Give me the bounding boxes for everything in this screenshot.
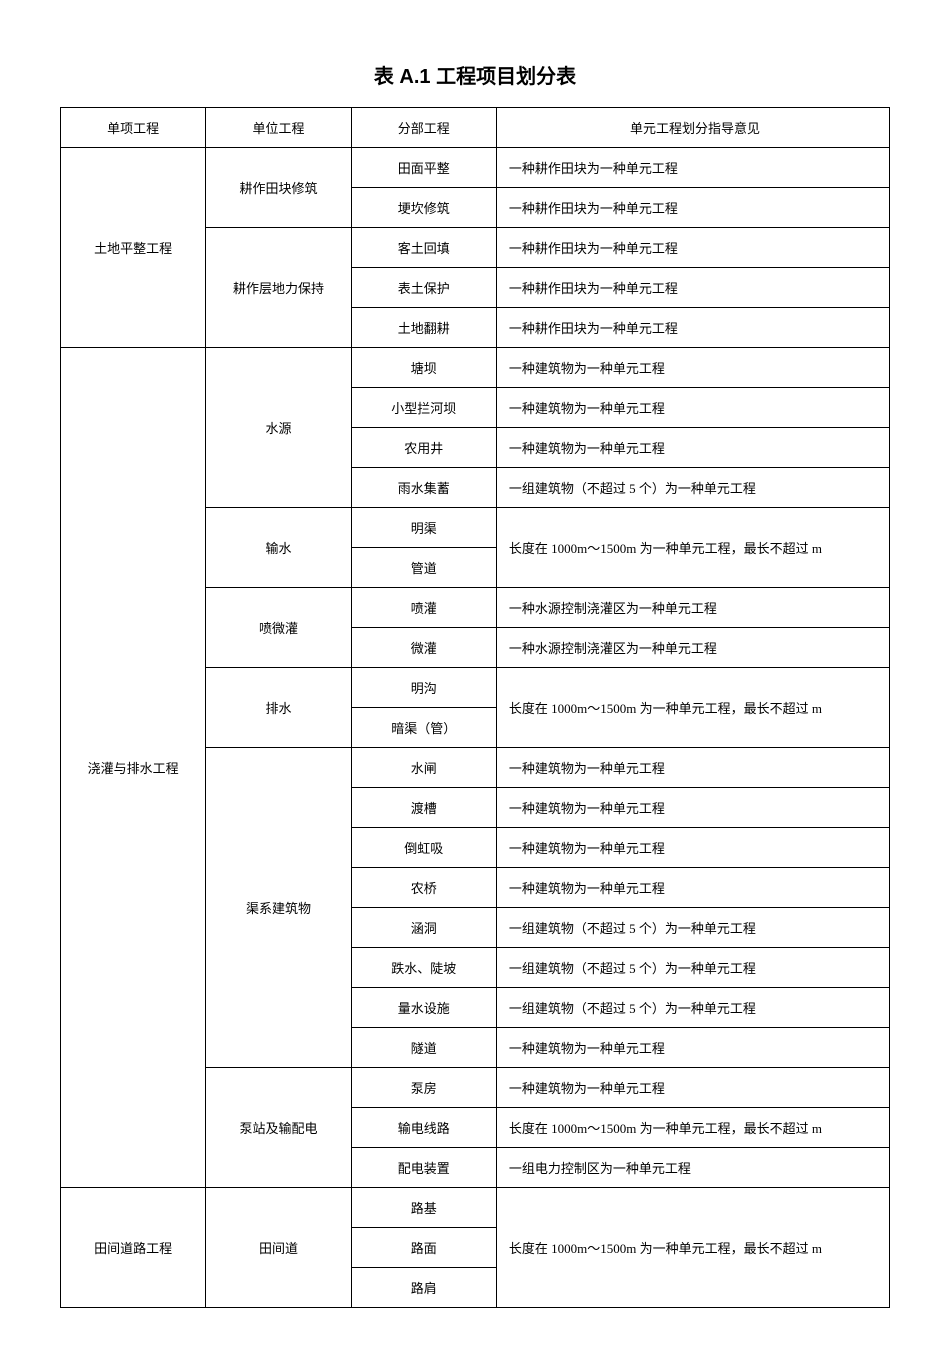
- cell-sub-project: 涵洞: [351, 908, 496, 948]
- header-col4: 单元工程划分指导意见: [496, 108, 889, 148]
- cell-sub-project: 隧道: [351, 1028, 496, 1068]
- cell-unit-project: 田间道: [206, 1188, 351, 1308]
- header-col3: 分部工程: [351, 108, 496, 148]
- cell-guidance: 一种耕作田块为一种单元工程: [496, 268, 889, 308]
- cell-sub-project: 田面平整: [351, 148, 496, 188]
- cell-guidance: 一种建筑物为一种单元工程: [496, 828, 889, 868]
- cell-unit-project: 喷微灌: [206, 588, 351, 668]
- cell-guidance: 长度在 1000m～1500m 为一种单元工程，最长不超过 m: [496, 508, 889, 588]
- header-col1: 单项工程: [61, 108, 206, 148]
- project-division-table: 单项工程 单位工程 分部工程 单元工程划分指导意见 土地平整工程耕作田块修筑田面…: [60, 107, 890, 1308]
- cell-guidance: 长度在 1000m～1500m 为一种单元工程，最长不超过 m: [496, 1108, 889, 1148]
- cell-guidance: 一种水源控制浇灌区为一种单元工程: [496, 588, 889, 628]
- cell-sub-project: 暗渠（管）: [351, 708, 496, 748]
- cell-guidance: 一组电力控制区为一种单元工程: [496, 1148, 889, 1188]
- cell-unit-project: 水源: [206, 348, 351, 508]
- cell-guidance: 一组建筑物（不超过 5 个）为一种单元工程: [496, 468, 889, 508]
- table-header-row: 单项工程 单位工程 分部工程 单元工程划分指导意见: [61, 108, 890, 148]
- cell-sub-project: 渡槽: [351, 788, 496, 828]
- cell-sub-project: 表土保护: [351, 268, 496, 308]
- cell-unit-project: 排水: [206, 668, 351, 748]
- cell-single-project: 浇灌与排水工程: [61, 348, 206, 1188]
- cell-sub-project: 土地翻耕: [351, 308, 496, 348]
- cell-sub-project: 微灌: [351, 628, 496, 668]
- cell-single-project: 土地平整工程: [61, 148, 206, 348]
- cell-sub-project: 配电装置: [351, 1148, 496, 1188]
- cell-guidance: 一组建筑物（不超过 5 个）为一种单元工程: [496, 948, 889, 988]
- cell-guidance: 长度在 1000m～1500m 为一种单元工程，最长不超过 m: [496, 668, 889, 748]
- cell-guidance: 一种建筑物为一种单元工程: [496, 428, 889, 468]
- cell-guidance: 一组建筑物（不超过 5 个）为一种单元工程: [496, 908, 889, 948]
- cell-sub-project: 喷灌: [351, 588, 496, 628]
- cell-unit-project: 渠系建筑物: [206, 748, 351, 1068]
- cell-sub-project: 塘坝: [351, 348, 496, 388]
- cell-sub-project: 管道: [351, 548, 496, 588]
- cell-guidance: 一种建筑物为一种单元工程: [496, 1068, 889, 1108]
- cell-unit-project: 耕作田块修筑: [206, 148, 351, 228]
- cell-sub-project: 农用井: [351, 428, 496, 468]
- table-row: 田间道路工程田间道路基长度在 1000m～1500m 为一种单元工程，最长不超过…: [61, 1188, 890, 1228]
- cell-guidance: 一种耕作田块为一种单元工程: [496, 228, 889, 268]
- cell-unit-project: 泵站及输配电: [206, 1068, 351, 1188]
- cell-sub-project: 水闸: [351, 748, 496, 788]
- cell-unit-project: 输水: [206, 508, 351, 588]
- cell-guidance: 一种水源控制浇灌区为一种单元工程: [496, 628, 889, 668]
- cell-guidance: 一种建筑物为一种单元工程: [496, 868, 889, 908]
- cell-guidance: 一种建筑物为一种单元工程: [496, 348, 889, 388]
- cell-sub-project: 路肩: [351, 1268, 496, 1308]
- cell-sub-project: 明渠: [351, 508, 496, 548]
- cell-guidance: 一种建筑物为一种单元工程: [496, 788, 889, 828]
- cell-sub-project: 泵房: [351, 1068, 496, 1108]
- cell-sub-project: 雨水集蓄: [351, 468, 496, 508]
- cell-guidance: 一种耕作田块为一种单元工程: [496, 148, 889, 188]
- cell-sub-project: 路面: [351, 1228, 496, 1268]
- cell-sub-project: 倒虹吸: [351, 828, 496, 868]
- cell-guidance: 一种建筑物为一种单元工程: [496, 748, 889, 788]
- table-row: 土地平整工程耕作田块修筑田面平整一种耕作田块为一种单元工程: [61, 148, 890, 188]
- table-body: 土地平整工程耕作田块修筑田面平整一种耕作田块为一种单元工程埂坎修筑一种耕作田块为…: [61, 148, 890, 1308]
- cell-guidance: 一种建筑物为一种单元工程: [496, 388, 889, 428]
- cell-sub-project: 小型拦河坝: [351, 388, 496, 428]
- cell-sub-project: 明沟: [351, 668, 496, 708]
- cell-sub-project: 农桥: [351, 868, 496, 908]
- cell-guidance: 一种耕作田块为一种单元工程: [496, 188, 889, 228]
- cell-sub-project: 路基: [351, 1188, 496, 1228]
- cell-sub-project: 客土回填: [351, 228, 496, 268]
- cell-guidance: 一种耕作田块为一种单元工程: [496, 308, 889, 348]
- cell-single-project: 田间道路工程: [61, 1188, 206, 1308]
- cell-sub-project: 输电线路: [351, 1108, 496, 1148]
- page-title: 表 A.1 工程项目划分表: [60, 60, 890, 89]
- header-col2: 单位工程: [206, 108, 351, 148]
- cell-sub-project: 量水设施: [351, 988, 496, 1028]
- cell-guidance: 一组建筑物（不超过 5 个）为一种单元工程: [496, 988, 889, 1028]
- cell-guidance: 长度在 1000m～1500m 为一种单元工程，最长不超过 m: [496, 1188, 889, 1308]
- cell-guidance: 一种建筑物为一种单元工程: [496, 1028, 889, 1068]
- table-row: 浇灌与排水工程水源塘坝一种建筑物为一种单元工程: [61, 348, 890, 388]
- cell-sub-project: 跌水、陡坡: [351, 948, 496, 988]
- cell-unit-project: 耕作层地力保持: [206, 228, 351, 348]
- cell-sub-project: 埂坎修筑: [351, 188, 496, 228]
